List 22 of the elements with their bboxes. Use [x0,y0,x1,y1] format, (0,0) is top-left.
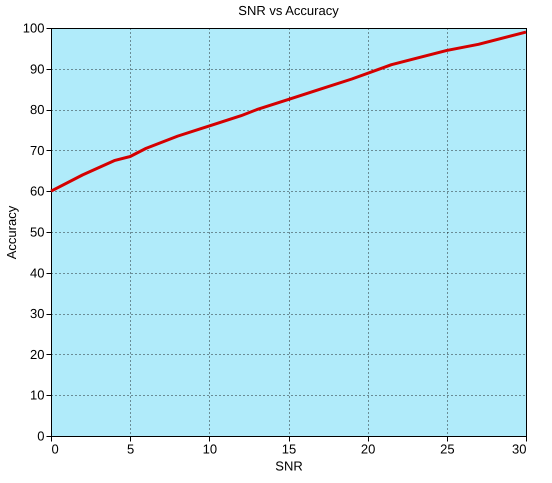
line-series [50,30,528,193]
y-tick-label: 100 [22,20,44,36]
y-axis-title: Accuracy [4,205,19,260]
x-tick-label: 20 [360,442,376,456]
chart-title: SNR vs Accuracy [238,3,340,18]
x-tick-label: 25 [440,442,455,456]
y-tick-label: 20 [30,346,44,362]
x-tick-label: 15 [282,442,296,456]
x-tick-label: 30 [512,442,526,456]
x-tick-label: 0 [52,442,59,456]
y-tick-label: 90 [30,61,44,76]
y-tick-label: 50 [30,224,44,240]
x-tick-label: 5 [127,442,134,456]
y-tick-label: 80 [30,102,44,118]
y-tick-label: 40 [30,265,44,280]
x-axis-title: SNR [275,458,303,474]
y-tick-label: 60 [30,184,44,199]
y-tick-label: 0 [37,428,44,444]
y-tick-label: 30 [30,306,44,322]
y-tick-label: 70 [30,142,44,158]
y-tick-label: 10 [30,388,44,403]
x-tick-label: 10 [202,442,218,456]
